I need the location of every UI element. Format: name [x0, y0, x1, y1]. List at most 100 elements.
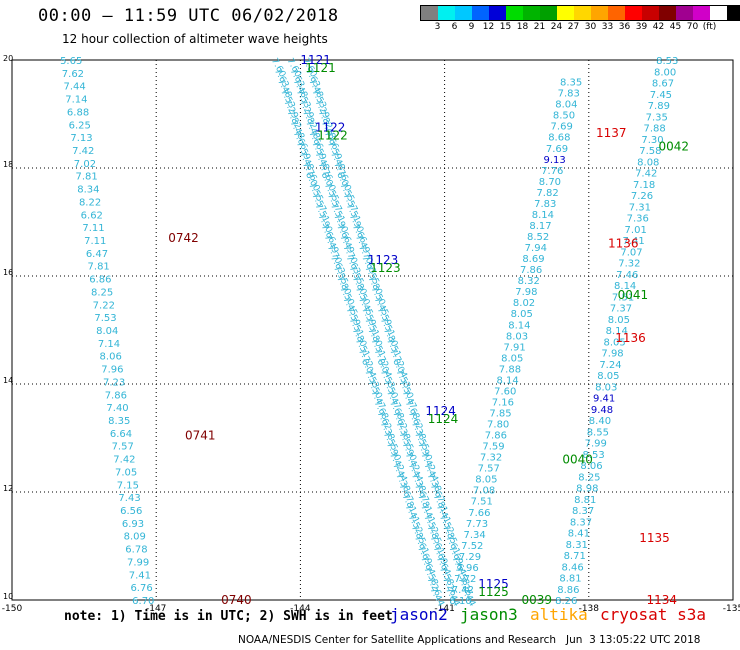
v-track-value: 7.83	[558, 89, 580, 100]
pass-label-cryosat: 1136	[608, 237, 639, 251]
right-track-value: 7.42	[635, 169, 657, 180]
pass-label-jason3: 0042	[658, 139, 689, 153]
right-track-value: 8.06	[580, 461, 602, 472]
right-track-value: 7.31	[629, 202, 651, 213]
y-tick-label: 12	[3, 484, 13, 493]
v-track-value: 8.35	[560, 78, 582, 89]
right-track-value: 7.07	[620, 247, 642, 258]
left-track-value: 6.62	[81, 210, 103, 221]
left-track-value: 7.41	[129, 570, 151, 581]
legend-swatch	[710, 6, 727, 20]
left-track-value: 5.65	[60, 56, 82, 67]
left-track-value: 7.40	[106, 403, 128, 414]
right-track-value: 7.24	[599, 360, 621, 371]
right-track-value: 7.51	[612, 292, 634, 303]
right-track-value: 7.58	[639, 146, 661, 157]
legend-swatches	[420, 5, 740, 21]
pass-label-jason2: 1121	[300, 53, 331, 67]
left-track-value: 6.78	[125, 545, 147, 556]
legend-jason2: jason2	[390, 605, 448, 624]
v-track-value: 8.50	[553, 111, 575, 122]
right-track-value: 8.03	[595, 382, 617, 393]
pass-label-cryosat: 1137	[596, 126, 627, 140]
pass-label-jason2: 1122	[315, 121, 346, 135]
left-track-value: 6.56	[120, 506, 142, 517]
v-track-value: 8.32	[518, 276, 540, 287]
left-track-value: 7.02	[74, 159, 96, 170]
left-track-value: 6.47	[86, 249, 108, 260]
right-track-value: 8.98	[576, 484, 598, 495]
left-track-value: 7.96	[101, 365, 123, 376]
v-track-value: 7.83	[534, 199, 556, 210]
v-track-value: 7.86	[520, 265, 542, 276]
legend-label: 27	[567, 22, 580, 32]
right-track-value: 8.40	[589, 416, 611, 427]
legend-label: 6	[451, 22, 458, 32]
pass-label-jason2: 1124	[425, 404, 456, 418]
legend-swatch	[574, 6, 591, 20]
right-track-value: 7.45	[650, 90, 672, 101]
v-track-value: 7.86	[485, 431, 507, 442]
pass-label-jason3: 0041	[618, 288, 649, 302]
right-track-value: 8.14	[614, 281, 636, 292]
pass-label-cryosat: 1136	[615, 331, 646, 345]
right-track-value: 8.31	[566, 540, 588, 551]
v-track-value: 7.08	[473, 486, 495, 497]
legend-swatch	[506, 6, 523, 20]
v-track-value: 7.96	[456, 563, 478, 574]
v-track-value: 8.10	[449, 596, 471, 607]
y-tick-label: 14	[3, 376, 13, 385]
left-track-value: 7.05	[115, 467, 137, 478]
y-tick-label: 18	[3, 160, 13, 169]
v-track-value: 7.80	[487, 420, 509, 431]
right-track-value: 7.89	[648, 101, 670, 112]
x-tick-label: -150	[2, 604, 23, 614]
v-track-value: 7.76	[541, 166, 563, 177]
pass-label-jason3: 0040	[562, 453, 593, 467]
left-track-value: 6.76	[130, 583, 152, 594]
left-track-value: 8.34	[77, 185, 99, 196]
pass-label-jason3: 1123	[370, 261, 401, 275]
left-track-value: 8.04	[96, 326, 118, 337]
v-track-value: 8.52	[527, 232, 549, 243]
right-track-value: 7.18	[633, 180, 655, 191]
legend-swatch	[676, 6, 693, 20]
legend-swatch	[540, 6, 557, 20]
pass-label-cryosat: 1134	[646, 593, 677, 607]
legend-swatch	[489, 6, 506, 20]
map-frame	[11, 59, 734, 601]
pass-label-jason3: 1121	[305, 61, 336, 75]
pass-label-old: 0741	[185, 428, 216, 442]
legend-swatch	[472, 6, 489, 20]
v-track-value: 7.94	[525, 243, 547, 254]
right-track-value: 7.36	[627, 214, 649, 225]
legend-label: 3	[434, 22, 441, 32]
legend-label: 70	[686, 22, 699, 32]
v-track-value: 8.14	[532, 210, 554, 221]
left-track-value: 7.14	[65, 95, 87, 106]
v-track-value: 8.69	[522, 254, 544, 265]
legend-label: 30	[584, 22, 597, 32]
v-track-value: 7.42	[452, 585, 474, 596]
right-track-value: 8.14	[606, 326, 628, 337]
right-track-value: 8.55	[587, 427, 609, 438]
legend-swatch	[625, 6, 642, 20]
right-track-value: 8.81	[559, 574, 581, 585]
left-track-value: 7.53	[94, 313, 116, 324]
legend-label: 9	[468, 22, 475, 32]
v-track-value: 8.68	[548, 133, 570, 144]
left-track-value: 7.11	[82, 223, 104, 234]
right-track-value: 8.37	[570, 517, 592, 528]
map-subtitle: 12 hour collection of altimeter wave hei…	[62, 32, 328, 46]
v-track-value: 7.91	[504, 342, 526, 353]
v-track-value: 7.69	[551, 122, 573, 133]
left-track-value: 6.64	[110, 429, 132, 440]
v-track-value: 8.17	[529, 221, 551, 232]
right-track-value: 7.26	[631, 191, 653, 202]
legend-label: 36	[618, 22, 631, 32]
left-track-value: 7.62	[62, 69, 84, 80]
legend-swatch	[693, 6, 710, 20]
left-track-value: 7.13	[70, 133, 92, 144]
left-track-value: 8.09	[124, 532, 146, 543]
